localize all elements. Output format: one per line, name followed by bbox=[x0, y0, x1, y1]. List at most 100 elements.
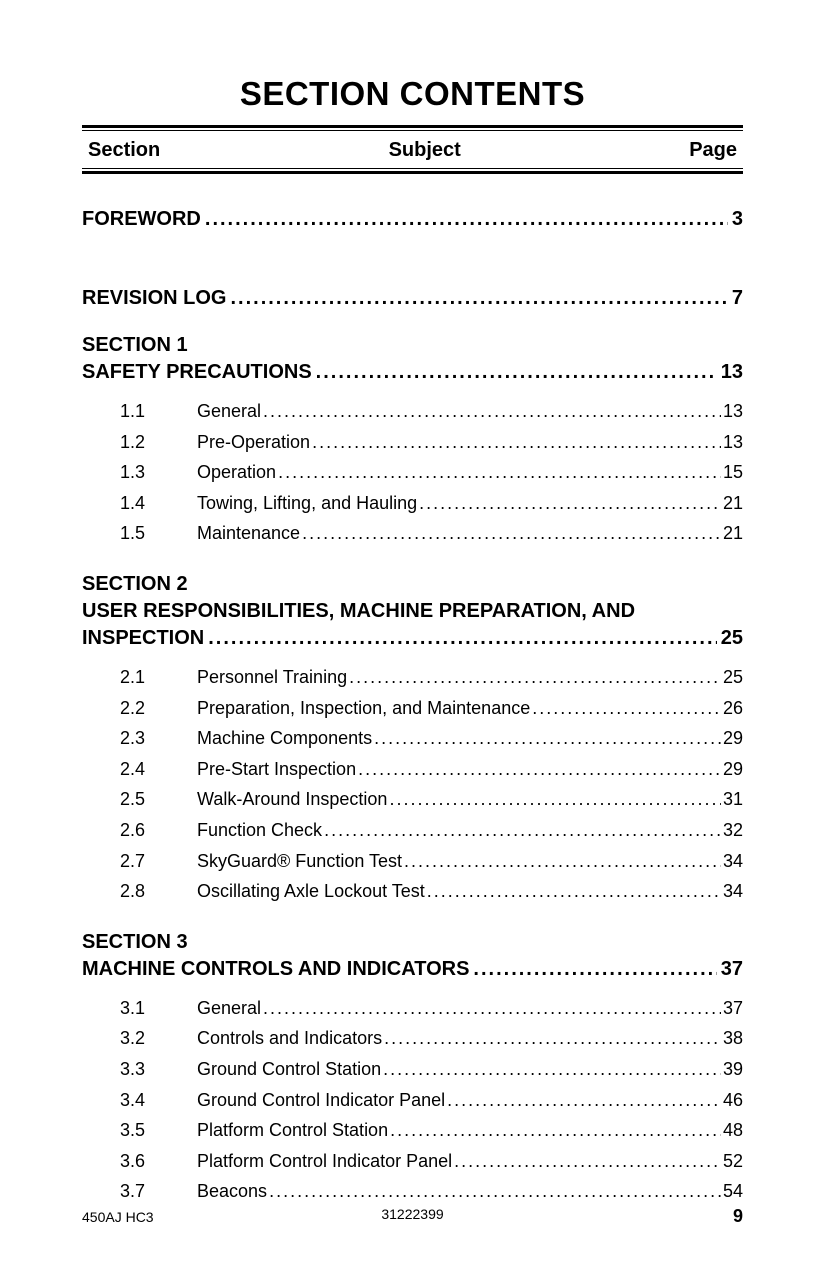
sub-item-page: 39 bbox=[723, 1054, 743, 1085]
toc-sub-item: 1.4Towing, Lifting, and Hauling21 bbox=[82, 488, 743, 519]
sub-item-subject: Platform Control Indicator Panel bbox=[197, 1146, 452, 1177]
sub-item-page: 29 bbox=[723, 723, 743, 754]
leader-dots bbox=[349, 662, 721, 693]
toc-major-label: REVISION LOG bbox=[82, 287, 226, 310]
section-title-line2: INSPECTION bbox=[82, 625, 204, 652]
sub-item-subject: Ground Control Indicator Panel bbox=[197, 1085, 445, 1116]
sub-item-page: 13 bbox=[723, 427, 743, 458]
leader-dots bbox=[208, 625, 717, 652]
sub-list: 2.1Personnel Training252.2Preparation, I… bbox=[82, 662, 743, 907]
sub-item-page: 37 bbox=[723, 993, 743, 1024]
sub-item-page: 54 bbox=[723, 1176, 743, 1207]
sub-item-subject: Personnel Training bbox=[197, 662, 347, 693]
sub-item-number: 2.7 bbox=[82, 846, 197, 877]
sub-list: 1.1General131.2Pre-Operation131.3Operati… bbox=[82, 396, 743, 549]
section-page: 13 bbox=[721, 359, 743, 386]
leader-dots bbox=[316, 359, 717, 386]
leader-dots bbox=[263, 396, 721, 427]
sub-item-subject: Maintenance bbox=[197, 518, 300, 549]
toc-section-3: SECTION 3 MACHINE CONTROLS AND INDICATOR… bbox=[82, 929, 743, 1207]
leader-dots bbox=[427, 876, 721, 907]
toc-sub-item: 3.5Platform Control Station48 bbox=[82, 1115, 743, 1146]
sub-item-number: 2.6 bbox=[82, 815, 197, 846]
leader-dots bbox=[404, 846, 721, 877]
toc-sub-item: 1.3Operation15 bbox=[82, 457, 743, 488]
sub-item-number: 3.4 bbox=[82, 1085, 197, 1116]
sub-item-number: 3.5 bbox=[82, 1115, 197, 1146]
section-title: MACHINE CONTROLS AND INDICATORS bbox=[82, 956, 469, 983]
rule-top bbox=[82, 125, 743, 131]
sub-list: 3.1General373.2Controls and Indicators38… bbox=[82, 993, 743, 1207]
sub-item-page: 21 bbox=[723, 518, 743, 549]
section-page: 25 bbox=[721, 625, 743, 652]
section-number: SECTION 1 bbox=[82, 332, 743, 359]
section-head: SECTION 1 SAFETY PRECAUTIONS 13 bbox=[82, 332, 743, 386]
leader-dots bbox=[205, 208, 728, 231]
leader-dots bbox=[269, 1176, 721, 1207]
toc-sub-item: 2.8Oscillating Axle Lockout Test34 bbox=[82, 876, 743, 907]
sub-item-subject: General bbox=[197, 396, 261, 427]
section-title: SAFETY PRECAUTIONS bbox=[82, 359, 312, 386]
sub-item-number: 1.1 bbox=[82, 396, 197, 427]
sub-item-page: 48 bbox=[723, 1115, 743, 1146]
page-footer: 450AJ HC3 31222399 9 bbox=[82, 1206, 743, 1227]
leader-dots bbox=[312, 427, 721, 458]
sub-item-number: 2.1 bbox=[82, 662, 197, 693]
footer-right: 9 bbox=[733, 1206, 743, 1227]
toc-sub-item: 2.7SkyGuard® Function Test 34 bbox=[82, 846, 743, 877]
toc-major-page: 3 bbox=[732, 208, 743, 231]
sub-item-page: 32 bbox=[723, 815, 743, 846]
sub-item-number: 3.1 bbox=[82, 993, 197, 1024]
toc-sub-item: 3.4Ground Control Indicator Panel46 bbox=[82, 1085, 743, 1116]
sub-item-number: 2.5 bbox=[82, 784, 197, 815]
sub-item-number: 2.3 bbox=[82, 723, 197, 754]
header-subject: Subject bbox=[160, 139, 689, 162]
toc-sub-item: 2.1Personnel Training 25 bbox=[82, 662, 743, 693]
sub-item-page: 34 bbox=[723, 846, 743, 877]
sub-item-number: 1.2 bbox=[82, 427, 197, 458]
section-page: 37 bbox=[721, 956, 743, 983]
leader-dots bbox=[324, 815, 721, 846]
leader-dots bbox=[454, 1146, 721, 1177]
sub-item-subject: SkyGuard® Function Test bbox=[197, 846, 402, 877]
sub-item-page: 13 bbox=[723, 396, 743, 427]
toc-sub-item: 2.3Machine Components29 bbox=[82, 723, 743, 754]
sub-item-subject: Pre-Operation bbox=[197, 427, 310, 458]
toc-section-1: SECTION 1 SAFETY PRECAUTIONS 13 1.1Gener… bbox=[82, 332, 743, 549]
toc-sub-item: 3.6Platform Control Indicator Panel 52 bbox=[82, 1146, 743, 1177]
section-number: SECTION 3 bbox=[82, 929, 743, 956]
sub-item-subject: Towing, Lifting, and Hauling bbox=[197, 488, 417, 519]
header-section: Section bbox=[88, 139, 160, 162]
toc-section-2: SECTION 2 USER RESPONSIBILITIES, MACHINE… bbox=[82, 571, 743, 907]
sub-item-page: 25 bbox=[723, 662, 743, 693]
section-title-line1: USER RESPONSIBILITIES, MACHINE PREPARATI… bbox=[82, 598, 743, 625]
leader-dots bbox=[230, 287, 727, 310]
sub-item-number: 2.8 bbox=[82, 876, 197, 907]
sub-item-number: 3.7 bbox=[82, 1176, 197, 1207]
toc-major-page: 7 bbox=[732, 287, 743, 310]
sub-item-subject: General bbox=[197, 993, 261, 1024]
toc-sub-item: 3.3Ground Control Station39 bbox=[82, 1054, 743, 1085]
sub-item-page: 31 bbox=[723, 784, 743, 815]
sub-item-page: 52 bbox=[723, 1146, 743, 1177]
sub-item-number: 3.6 bbox=[82, 1146, 197, 1177]
leader-dots bbox=[532, 693, 721, 724]
section-head: SECTION 2 USER RESPONSIBILITIES, MACHINE… bbox=[82, 571, 743, 652]
sub-item-subject: Controls and Indicators bbox=[197, 1023, 382, 1054]
footer-left: 450AJ HC3 bbox=[82, 1209, 154, 1225]
toc-sub-item: 3.2Controls and Indicators38 bbox=[82, 1023, 743, 1054]
sub-item-page: 34 bbox=[723, 876, 743, 907]
sub-item-number: 2.2 bbox=[82, 693, 197, 724]
rule-bottom bbox=[82, 168, 743, 174]
sub-item-subject: Beacons bbox=[197, 1176, 267, 1207]
leader-dots bbox=[374, 723, 721, 754]
leader-dots bbox=[383, 1054, 721, 1085]
toc-sub-item: 3.1General 37 bbox=[82, 993, 743, 1024]
toc-sub-item: 3.7Beacons 54 bbox=[82, 1176, 743, 1207]
leader-dots bbox=[447, 1085, 721, 1116]
sub-item-subject: Ground Control Station bbox=[197, 1054, 381, 1085]
sub-item-page: 38 bbox=[723, 1023, 743, 1054]
leader-dots bbox=[473, 956, 716, 983]
footer-center: 31222399 bbox=[381, 1206, 443, 1222]
sub-item-number: 1.4 bbox=[82, 488, 197, 519]
